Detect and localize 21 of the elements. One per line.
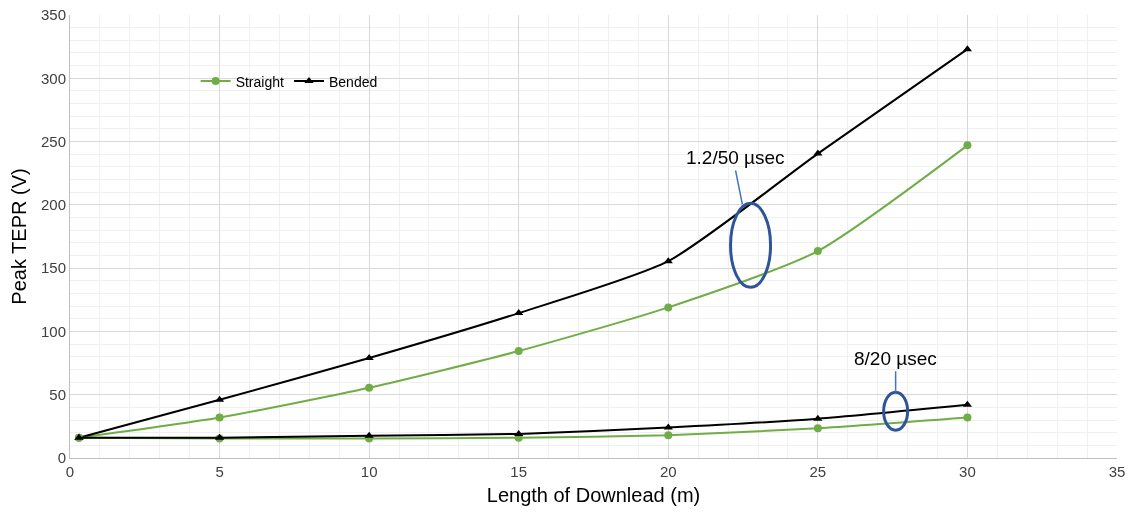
x-tick-label: 5 bbox=[215, 463, 224, 480]
x-tick-label: 20 bbox=[659, 463, 677, 480]
x-tick-label: 35 bbox=[1108, 463, 1126, 480]
y-tick-label: 50 bbox=[49, 385, 66, 403]
y-tick-label: 100 bbox=[40, 322, 66, 340]
y-axis-title: Peak TEPR (V) bbox=[8, 168, 31, 305]
x-tick-label: 25 bbox=[809, 463, 827, 480]
y-tick-label: 150 bbox=[40, 259, 66, 277]
x-axis-title: Length of Downlead (m) bbox=[486, 483, 701, 506]
y-tick-label: 300 bbox=[40, 69, 66, 87]
annotation: 1.2/50 µsec bbox=[686, 147, 785, 168]
x-tick-label: 10 bbox=[360, 463, 378, 480]
legend-label: Bended bbox=[329, 73, 378, 90]
x-tick-label: 30 bbox=[959, 463, 976, 480]
x-tick-label: 15 bbox=[510, 463, 528, 480]
annotation: 8/20 µsec bbox=[854, 348, 937, 369]
y-tick-label: 0 bbox=[57, 449, 66, 467]
y-tick-label: 200 bbox=[40, 196, 66, 214]
y-tick-label: 250 bbox=[40, 132, 66, 150]
y-tick-label: 350 bbox=[40, 6, 66, 24]
legend-label: Straight bbox=[235, 73, 284, 90]
